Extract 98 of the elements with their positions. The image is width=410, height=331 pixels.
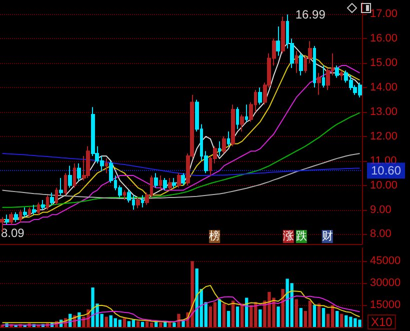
candlestick <box>14 212 18 222</box>
candlestick <box>19 209 22 222</box>
bar <box>299 308 302 327</box>
bar <box>213 302 217 327</box>
y-tick-label: 10.00 <box>370 179 398 192</box>
y-tick-label: 30000 <box>370 277 401 290</box>
annotation: 涨跌 <box>282 230 307 242</box>
bar <box>104 316 108 327</box>
candlestick <box>258 87 262 106</box>
candlestick <box>55 187 58 206</box>
candlestick <box>37 202 40 216</box>
candlestick <box>317 72 321 96</box>
candlestick <box>313 46 316 88</box>
candlestick <box>46 194 49 210</box>
bar <box>336 310 339 327</box>
bar <box>258 309 262 327</box>
candlestick <box>222 136 226 154</box>
candlestick <box>340 70 343 81</box>
bar <box>312 305 316 327</box>
candlestick <box>73 162 76 188</box>
y-tick-label: 13.00 <box>370 106 398 118</box>
y-tick-label: 17.00 <box>370 8 398 20</box>
bar <box>322 308 326 327</box>
annotation: 8.09 <box>1 226 25 240</box>
y-tick-label: 9.00 <box>370 204 392 216</box>
candlestick <box>64 172 67 196</box>
candlestick <box>168 178 172 191</box>
candlestick <box>28 206 31 218</box>
candlestick <box>236 106 239 130</box>
candlestick <box>5 214 9 225</box>
annotation: 榜 <box>209 230 220 242</box>
annotation: 财 <box>322 230 333 242</box>
candlestick <box>141 194 144 208</box>
text: X10 <box>371 315 393 329</box>
candlestick <box>240 114 244 132</box>
candlestick <box>218 140 221 156</box>
line-series <box>2 295 360 326</box>
candlestick <box>231 104 235 147</box>
y-tick-label: 16.00 <box>370 32 398 45</box>
candlestick <box>23 206 27 218</box>
bar <box>145 321 149 327</box>
candlestick <box>245 104 248 122</box>
bar <box>159 322 162 327</box>
candlestick <box>299 52 303 76</box>
line-series <box>2 153 360 200</box>
candlestick <box>59 178 63 196</box>
annotation: 16.99 <box>295 7 326 22</box>
candlestick <box>50 192 54 206</box>
y-tick-label: 8.00 <box>370 228 392 240</box>
ref-line-label: 10.60 <box>371 164 402 178</box>
bar <box>222 304 226 327</box>
bar <box>281 288 284 327</box>
bar <box>317 304 321 327</box>
bar <box>122 318 126 327</box>
line-series <box>2 284 360 324</box>
y-tick-label: 45000 <box>370 255 401 268</box>
candlestick <box>281 16 285 54</box>
bar <box>136 321 140 327</box>
line-series <box>2 112 360 208</box>
y-tick-label: 15000 <box>370 299 401 312</box>
candlestick <box>227 131 230 147</box>
bar <box>340 314 344 327</box>
candlestick <box>41 200 45 210</box>
candlestick <box>32 204 36 216</box>
y-tick-label: 12.00 <box>370 130 398 142</box>
bar <box>127 321 131 327</box>
candlestick <box>9 212 13 225</box>
bar <box>294 299 298 327</box>
candlestick <box>68 165 72 188</box>
candlestick <box>322 65 325 88</box>
bar <box>132 320 136 327</box>
bar <box>140 322 144 327</box>
candlestick <box>86 146 90 178</box>
candlestick <box>105 158 108 174</box>
candlestick <box>136 197 140 209</box>
bar <box>250 305 253 327</box>
bar <box>172 322 176 327</box>
bar <box>118 320 122 327</box>
candlestick <box>335 65 339 78</box>
line-series <box>2 153 360 176</box>
candlestick <box>154 172 158 188</box>
candlestick <box>163 178 167 191</box>
candlestick <box>159 175 162 191</box>
y-tick-label: 14.00 <box>370 82 398 94</box>
bar <box>236 306 240 327</box>
candlestick <box>123 190 126 200</box>
bar <box>231 300 235 327</box>
candlestick <box>181 172 185 186</box>
candlestick <box>276 26 280 56</box>
candlestick <box>295 50 298 74</box>
bar <box>218 299 222 327</box>
y-tick-label: 15.00 <box>370 57 398 70</box>
bar <box>226 310 230 327</box>
candlestick <box>77 162 81 181</box>
candlestick <box>177 172 181 188</box>
bar <box>308 300 312 327</box>
candlestick <box>172 178 176 188</box>
bar <box>276 306 280 327</box>
